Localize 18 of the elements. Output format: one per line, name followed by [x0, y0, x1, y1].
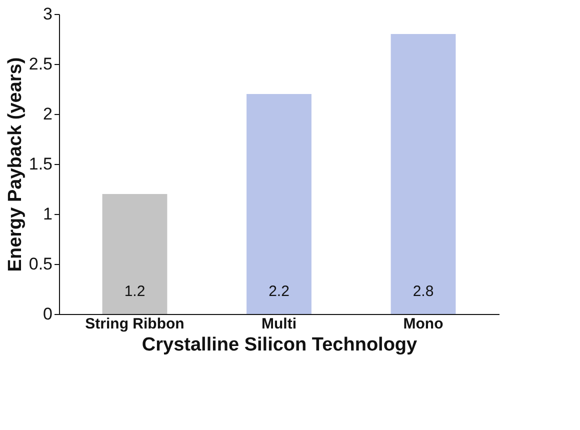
y-tick-label: 2: [43, 104, 52, 124]
x-tick-label: String Ribbon: [85, 316, 184, 332]
x-axis-title: Crystalline Silicon Technology: [142, 334, 418, 356]
x-tick-label: Mono: [403, 316, 444, 332]
bar: [246, 94, 312, 314]
y-axis-title: Energy Payback (years): [4, 57, 26, 272]
x-tick-label: Multi: [262, 316, 296, 332]
data-label: 2.8: [412, 283, 434, 300]
data-label: 1.2: [124, 283, 146, 300]
y-tick-label: 1.5: [28, 154, 52, 174]
y-tick-label: 0.5: [28, 254, 52, 274]
y-tick-label: 0: [43, 304, 52, 324]
data-label: 2.2: [268, 283, 290, 300]
y-tick-label: 3: [43, 4, 52, 24]
bar: [390, 34, 456, 314]
y-tick-label: 2.5: [28, 54, 52, 74]
y-tick-label: 1: [43, 204, 52, 224]
bar: [102, 194, 168, 314]
